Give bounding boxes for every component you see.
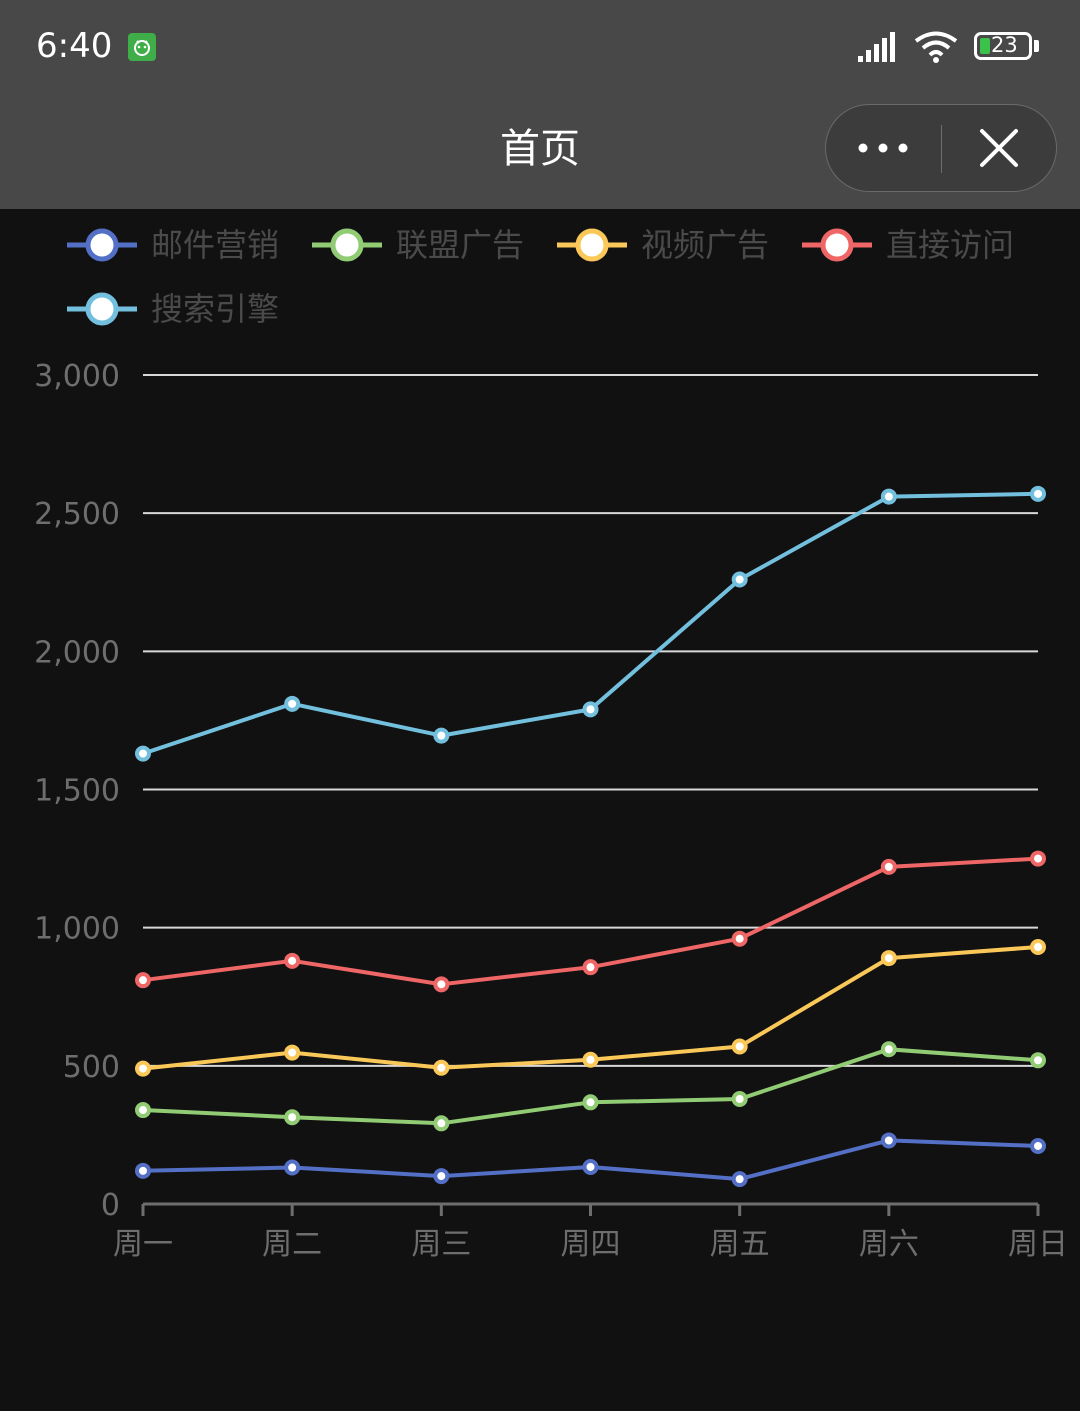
legend-circle: [330, 228, 364, 262]
chart-legend: 邮件营销 联盟广告 视频广告 直接访问 搜索引擎: [0, 215, 1080, 330]
line-chart: 0 500 1,000 1,500 2,000 2,500 3,000 周一 周二 周三 周四 周五 周…: [34, 359, 1068, 1262]
data-point: [731, 1038, 748, 1055]
data-point: [582, 1051, 599, 1068]
capsule-divider: [941, 125, 942, 173]
legend-label: 直接访问: [886, 226, 1015, 264]
y-tick-label: 2,500: [34, 497, 120, 532]
data-point: [284, 952, 301, 969]
y-tick-label: 1,000: [34, 912, 120, 947]
app-notification-icon: [128, 33, 156, 61]
x-tick-label: 周一: [113, 1227, 173, 1262]
close-icon: [980, 129, 1018, 167]
data-point: [880, 1132, 897, 1149]
data-point: [284, 1159, 301, 1176]
more-dots-icon: [858, 143, 908, 153]
legend-circle: [575, 228, 609, 262]
data-point: [135, 1060, 151, 1077]
legend-label: 搜索引擎: [151, 290, 280, 328]
page-title: 首页: [500, 126, 580, 172]
data-point: [1030, 1052, 1046, 1069]
data-point: [1030, 939, 1046, 956]
data-point: [582, 959, 599, 976]
legend-circle: [85, 228, 119, 262]
status-time: 6:40: [36, 26, 113, 66]
x-tick-label: 周三: [411, 1227, 471, 1262]
data-point: [731, 1090, 748, 1107]
data-point: [433, 1168, 450, 1185]
x-tick-label: 周二: [262, 1227, 322, 1262]
battery-level: 23: [991, 33, 1018, 57]
legend-marker-icon: [557, 228, 627, 262]
wifi-icon: [914, 30, 958, 64]
data-point: [135, 1102, 151, 1119]
data-point: [135, 1162, 151, 1179]
x-tick-label: 周日: [1008, 1227, 1068, 1262]
data-point: [880, 1041, 897, 1058]
data-point: [284, 1044, 301, 1061]
data-point: [582, 1158, 599, 1175]
legend-marker-icon: [802, 228, 872, 262]
legend-label: 视频广告: [641, 226, 770, 264]
close-button[interactable]: [942, 105, 1056, 191]
data-point: [582, 701, 599, 718]
data-point: [433, 727, 450, 744]
data-point: [135, 745, 151, 762]
legend-label: 邮件营销: [151, 226, 280, 264]
y-tick-label: 500: [63, 1050, 120, 1085]
data-point: [1030, 1137, 1046, 1154]
mini-program-capsule: [825, 104, 1057, 192]
y-tick-label: 2,000: [34, 635, 120, 670]
data-point: [582, 1094, 599, 1111]
x-tick-label: 周六: [859, 1227, 919, 1262]
legend-marker-icon: [67, 228, 137, 262]
y-tick-label: 0: [101, 1188, 120, 1223]
data-point: [433, 1059, 450, 1076]
top-bar: 6:40 23 首: [0, 0, 1080, 209]
data-point: [135, 972, 151, 989]
battery-icon: 23: [974, 32, 1032, 60]
y-tick-label: 3,000: [34, 359, 120, 394]
data-point: [880, 950, 897, 967]
data-point: [1030, 485, 1046, 502]
legend-circle: [85, 292, 119, 326]
legend-circle: [820, 228, 854, 262]
data-point: [880, 858, 897, 875]
data-point: [433, 976, 450, 993]
data-point: [731, 571, 748, 588]
data-point: [433, 1115, 450, 1132]
x-tick-label: 周五: [710, 1227, 770, 1262]
signal-icon: [858, 32, 902, 64]
data-point: [731, 1171, 748, 1188]
data-point: [1030, 850, 1046, 867]
data-point: [284, 1109, 301, 1126]
data-point: [880, 488, 897, 505]
legend-marker-icon: [67, 292, 137, 326]
legend-marker-icon: [312, 228, 382, 262]
data-point: [284, 695, 301, 712]
x-tick-label: 周四: [561, 1227, 621, 1262]
y-tick-label: 1,500: [34, 774, 120, 809]
more-button[interactable]: [826, 105, 941, 191]
legend-label: 联盟广告: [396, 226, 525, 264]
data-point: [731, 930, 748, 947]
